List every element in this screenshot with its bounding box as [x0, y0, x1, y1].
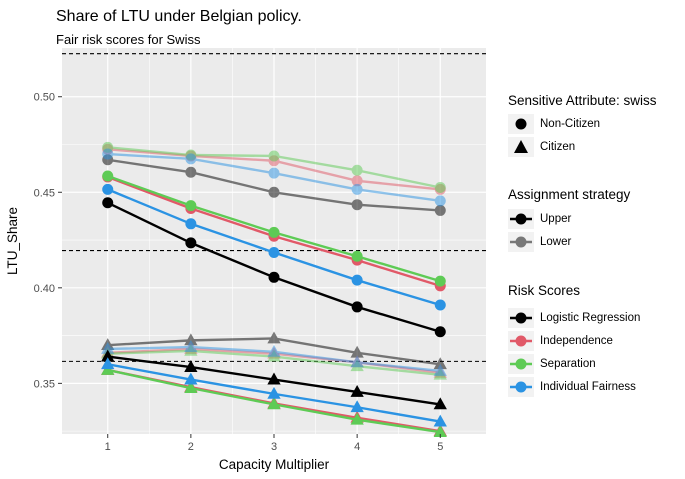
data-point-circle — [185, 218, 197, 230]
data-point-circle — [268, 150, 280, 162]
data-point-triangle — [267, 344, 281, 357]
data-point-triangle — [350, 412, 364, 425]
x-tick-label: 5 — [437, 441, 443, 453]
y-axis-label: LTU_Share — [5, 207, 20, 275]
data-point-triangle — [267, 372, 281, 385]
data-point-triangle — [267, 386, 281, 399]
x-tick-label: 3 — [271, 441, 277, 453]
legend-title-strategy: Assignment strategy — [508, 187, 631, 202]
data-point-triangle — [350, 345, 364, 358]
series-individual-fairness-upper-citizen — [101, 357, 447, 427]
data-point-circle — [268, 167, 280, 179]
series-separation-upper-non-citizen — [102, 170, 446, 287]
data-point-circle — [351, 301, 363, 313]
data-point-circle — [268, 246, 280, 258]
data-point-triangle — [267, 331, 281, 344]
legend-title-risk-scores: Risk Scores — [508, 283, 581, 298]
data-point-triangle — [350, 355, 364, 368]
data-point-triangle — [184, 333, 198, 346]
data-point-circle — [351, 250, 363, 262]
x-tick-label: 2 — [188, 441, 194, 453]
data-point-circle — [434, 275, 446, 287]
data-point-triangle — [433, 363, 447, 376]
legend-key-separation — [508, 354, 534, 374]
data-point-circle — [268, 271, 280, 283]
legend-key-non-citizen — [508, 114, 534, 134]
legend-label-separation: Separation — [540, 358, 596, 370]
data-point-triangle — [350, 384, 364, 397]
data-point-circle — [351, 183, 363, 195]
data-point-circle — [351, 175, 363, 187]
data-point-circle — [434, 299, 446, 311]
legend-label-citizen: Citizen — [540, 141, 576, 153]
data-point-circle — [351, 164, 363, 176]
series-individual-fairness-upper-non-citizen — [102, 183, 446, 311]
data-point-triangle — [101, 349, 115, 362]
x-tick-label: 1 — [105, 441, 111, 453]
data-point-circle — [351, 199, 363, 211]
legend-title-attribute: Sensitive Attribute: swiss — [508, 93, 657, 108]
data-point-triangle — [184, 340, 198, 352]
legend-label-logistic-regression: Logistic Regression — [540, 312, 641, 324]
data-point-triangle — [433, 414, 447, 427]
data-point-circle — [434, 204, 446, 216]
legend-label-upper: Upper — [540, 213, 572, 225]
data-point-triangle — [433, 425, 447, 437]
y-tick-label: 0.35 — [34, 378, 55, 390]
data-point-circle — [185, 237, 197, 249]
data-point-circle — [102, 197, 114, 209]
data-point-circle — [102, 148, 114, 160]
legend-key-lower — [508, 232, 534, 252]
data-point-triangle — [267, 397, 281, 410]
series-logistic-regression-upper-non-citizen — [102, 197, 446, 338]
data-point-circle — [268, 186, 280, 198]
legend-label-individual-fairness: Individual Fairness — [540, 381, 636, 393]
chart-title: Share of LTU under Belgian policy. — [56, 8, 302, 25]
x-tick-label: 4 — [354, 441, 360, 453]
data-point-triangle — [433, 397, 447, 410]
series-individual-fairness-lower-citizen — [101, 340, 447, 376]
legend-key-citizen — [508, 137, 534, 157]
data-point-circle — [351, 274, 363, 286]
data-point-circle — [434, 181, 446, 193]
data-point-circle — [185, 153, 197, 165]
data-point-triangle — [184, 381, 198, 394]
data-point-triangle — [433, 357, 447, 370]
data-point-triangle — [101, 357, 115, 370]
data-point-circle — [185, 200, 197, 212]
legend-label-lower: Lower — [540, 236, 572, 248]
data-point-triangle — [101, 341, 115, 354]
data-point-circle — [102, 183, 114, 195]
y-tick-label: 0.50 — [34, 92, 55, 104]
x-axis-label: Capacity Multiplier — [219, 457, 330, 472]
data-point-circle — [434, 326, 446, 338]
legend-key-logistic-regression — [508, 308, 534, 328]
y-tick-label: 0.40 — [34, 283, 55, 295]
data-point-triangle — [350, 400, 364, 413]
data-point-triangle — [184, 372, 198, 385]
legend-key-upper — [508, 209, 534, 229]
series-separation-upper-citizen — [101, 362, 447, 437]
legend-label-independence: Independence — [540, 335, 613, 347]
legend-label-non-citizen: Non-Citizen — [540, 118, 601, 130]
legend-key-individual-fairness — [508, 377, 534, 397]
series-logistic-regression-upper-citizen — [101, 349, 447, 410]
data-point-circle — [102, 170, 114, 182]
series-individual-fairness-lower-non-citizen — [102, 148, 446, 207]
y-tick-label: 0.45 — [34, 187, 55, 199]
chart-subtitle: Fair risk scores for Swiss — [56, 32, 201, 47]
data-point-triangle — [184, 360, 198, 373]
series-logistic-regression-lower-non-citizen — [102, 154, 446, 216]
data-point-circle — [434, 195, 446, 207]
legend-key-independence — [508, 331, 534, 351]
data-point-circle — [185, 166, 197, 178]
data-point-circle — [268, 226, 280, 238]
